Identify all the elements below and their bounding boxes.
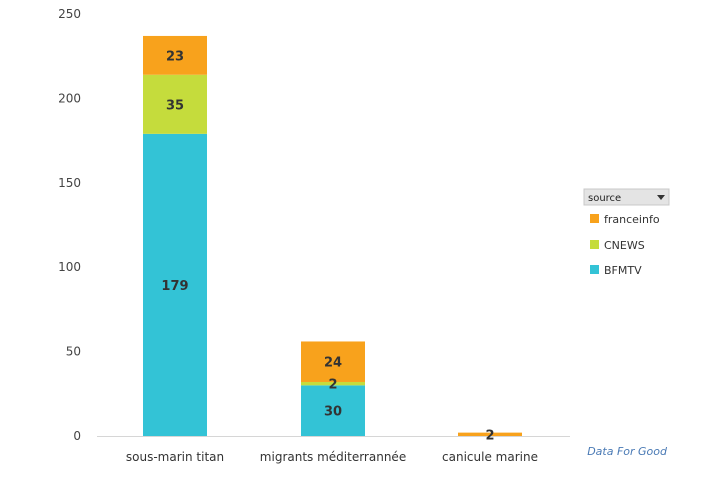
y-tick-label: 0 — [73, 429, 81, 443]
x-axis: sous-marin titan migrants méditerrannée ca… — [126, 450, 538, 464]
data-label: 23 — [166, 49, 184, 64]
bar-segment — [301, 341, 365, 382]
bar-segment — [301, 385, 365, 436]
x-category-label: migrants méditerrannée — [260, 450, 406, 464]
legend-item: franceinfo — [590, 213, 660, 226]
y-tick-label: 250 — [58, 7, 81, 21]
data-label: 30 — [324, 405, 342, 420]
legend-label: CNEWS — [604, 239, 645, 252]
y-tick-label: 200 — [58, 91, 81, 105]
bar-segment — [143, 35, 207, 75]
bars — [143, 35, 522, 436]
legend-item: CNEWS — [590, 239, 645, 252]
legend-swatch — [590, 240, 599, 249]
legend: source franceinfo CNEWS BFMTV — [583, 188, 670, 277]
y-tick-label: 100 — [58, 260, 81, 274]
y-tick-label: 150 — [58, 176, 81, 190]
legend-filter-button[interactable]: source — [583, 188, 670, 206]
credit-text: Data For Good — [587, 445, 668, 458]
data-label: 2 — [485, 428, 494, 443]
bar-segment — [458, 432, 522, 436]
y-tick-label: 50 — [66, 345, 81, 359]
legend-label: franceinfo — [604, 213, 660, 226]
legend-item: BFMTV — [590, 264, 642, 277]
legend-title: source — [588, 193, 621, 204]
bar-segment — [143, 133, 207, 436]
x-category-label: sous-marin titan — [126, 450, 224, 464]
data-label: 179 — [161, 279, 188, 294]
x-category-label: canicule marine — [442, 450, 538, 464]
dropdown-arrow-icon — [657, 195, 665, 200]
data-label: 24 — [324, 356, 342, 371]
y-axis: 0 50 100 150 200 250 — [58, 7, 81, 443]
legend-label: BFMTV — [604, 264, 642, 277]
data-label: 2 — [328, 378, 337, 393]
data-labels: 179 35 23 30 2 24 2 — [161, 49, 494, 443]
bar-segment — [301, 381, 365, 386]
data-label: 35 — [166, 98, 184, 113]
bar-segment — [143, 74, 207, 134]
legend-swatch — [590, 214, 599, 223]
legend-swatch — [590, 265, 599, 274]
